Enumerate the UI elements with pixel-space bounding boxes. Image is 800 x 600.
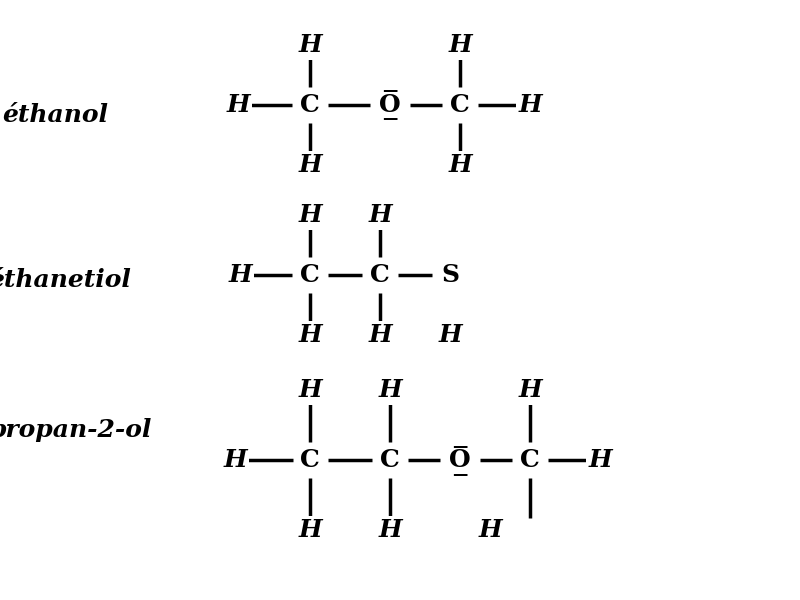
Text: H: H: [228, 263, 252, 287]
Text: H: H: [298, 323, 322, 347]
Text: H: H: [378, 378, 402, 402]
Text: S: S: [441, 263, 459, 287]
Text: H: H: [478, 518, 502, 542]
Text: H: H: [368, 323, 392, 347]
Text: —: —: [452, 467, 468, 481]
Text: C: C: [520, 448, 540, 472]
Text: O: O: [379, 93, 401, 117]
Text: H: H: [298, 153, 322, 177]
Text: C: C: [300, 448, 320, 472]
Text: —: —: [382, 112, 398, 127]
Text: —: —: [452, 439, 468, 454]
Text: H: H: [438, 323, 462, 347]
Text: propan-2-ol: propan-2-ol: [0, 418, 152, 442]
Text: H: H: [298, 33, 322, 57]
Text: C: C: [450, 93, 470, 117]
Text: H: H: [226, 93, 250, 117]
Text: —: —: [382, 83, 398, 98]
Text: éthanol: éthanol: [2, 103, 108, 127]
Text: C: C: [300, 93, 320, 117]
Text: H: H: [518, 93, 542, 117]
Text: H: H: [378, 518, 402, 542]
Text: H: H: [298, 378, 322, 402]
Text: éthanetiol: éthanetiol: [0, 268, 131, 292]
Text: H: H: [518, 378, 542, 402]
Text: H: H: [448, 33, 472, 57]
Text: H: H: [368, 203, 392, 227]
Text: C: C: [370, 263, 390, 287]
Text: C: C: [300, 263, 320, 287]
Text: C: C: [380, 448, 400, 472]
Text: H: H: [448, 153, 472, 177]
Text: H: H: [298, 203, 322, 227]
Text: H: H: [298, 518, 322, 542]
Text: H: H: [588, 448, 612, 472]
Text: O: O: [449, 448, 471, 472]
Text: H: H: [223, 448, 247, 472]
